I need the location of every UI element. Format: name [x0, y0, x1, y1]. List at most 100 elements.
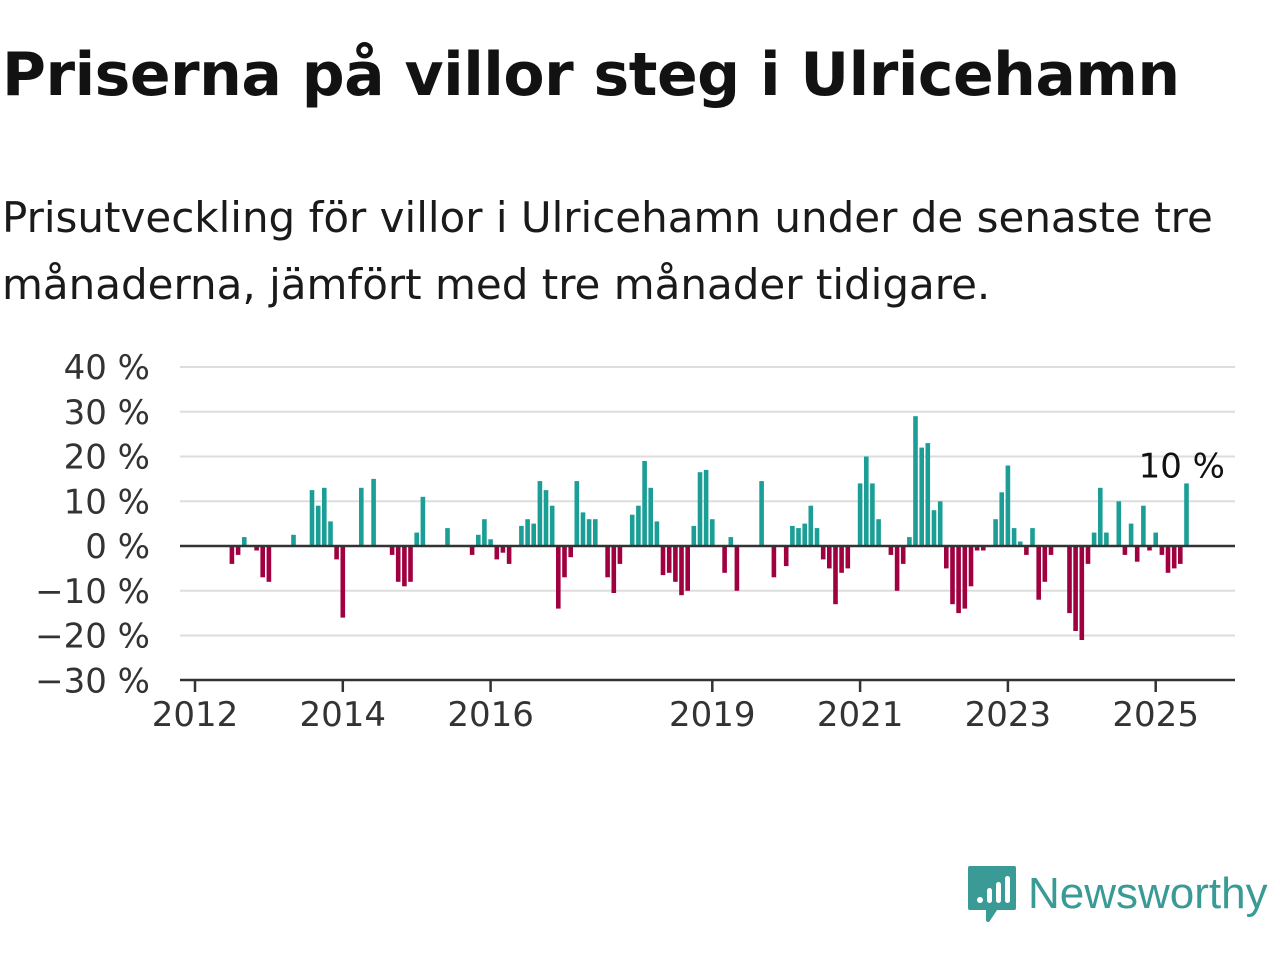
bar	[790, 525, 795, 546]
bar	[469, 546, 475, 555]
bar	[235, 546, 241, 555]
bar	[1042, 546, 1048, 582]
bar	[1005, 465, 1011, 546]
bar	[420, 496, 426, 546]
bar	[1128, 523, 1134, 546]
bar	[1073, 546, 1078, 631]
bar	[1098, 487, 1103, 546]
bar	[703, 469, 709, 546]
x-tick-label: 2016	[447, 695, 534, 735]
bar	[864, 456, 869, 546]
newsworthy-brand: Newsworthy	[966, 864, 1268, 924]
bar	[660, 546, 666, 576]
bar	[328, 521, 333, 546]
bar	[981, 546, 986, 551]
bar	[845, 546, 851, 569]
bar	[1024, 546, 1029, 555]
bar	[322, 487, 327, 546]
bar	[500, 546, 506, 553]
bar	[549, 505, 555, 546]
bar	[870, 483, 875, 546]
bar	[673, 546, 678, 582]
bar	[833, 546, 838, 605]
bar	[1104, 532, 1109, 546]
y-axis-ticks: 40 % 30 % 20 %10 % 0 % −10 % −20 %−30 %	[35, 348, 150, 701]
bar	[814, 528, 820, 546]
bar	[993, 519, 998, 546]
bar	[894, 546, 900, 591]
y-tick-label: 0 %	[85, 527, 150, 567]
bar	[1011, 528, 1017, 546]
bar	[334, 546, 339, 560]
bar	[900, 546, 906, 564]
bar	[956, 546, 961, 614]
gridlines	[180, 366, 1235, 637]
bar	[642, 461, 647, 546]
bar	[260, 546, 265, 578]
bar	[1147, 546, 1152, 551]
bar	[876, 519, 881, 546]
bar	[931, 510, 937, 546]
bar	[482, 519, 487, 546]
bar	[408, 546, 413, 582]
y-tick-label: −20 %	[35, 617, 150, 657]
x-tick-label: 2021	[817, 695, 904, 735]
bar	[1134, 546, 1140, 562]
bar	[919, 447, 924, 546]
x-tick-label: 2019	[669, 695, 756, 735]
x-axis-ticks: 2012 2014 2016 2019 2021 2023 2025	[152, 680, 1199, 735]
bar	[685, 546, 690, 591]
bar	[488, 539, 493, 546]
x-tick-label: 2023	[965, 695, 1052, 735]
bar	[666, 546, 672, 573]
bar	[1165, 546, 1171, 573]
bar	[445, 528, 450, 546]
bar	[519, 525, 524, 546]
newsworthy-logo-icon	[968, 866, 1016, 922]
x-tick-label: 2025	[1112, 695, 1199, 735]
bar	[562, 546, 567, 578]
y-tick-label: 30 %	[64, 393, 150, 433]
bar	[1048, 546, 1054, 555]
bar	[414, 532, 419, 546]
axes	[180, 544, 1235, 682]
bar	[648, 487, 653, 546]
bar	[556, 546, 561, 609]
bar	[999, 492, 1004, 546]
bar	[229, 546, 235, 564]
bar	[1141, 505, 1146, 546]
bar	[254, 546, 259, 551]
bar	[242, 537, 247, 546]
bar	[568, 546, 573, 558]
bar	[1159, 546, 1165, 555]
bars	[229, 416, 1189, 640]
bar	[802, 523, 807, 546]
bar	[1184, 483, 1189, 546]
bar	[629, 514, 635, 546]
bar	[1091, 532, 1097, 546]
bar	[679, 546, 684, 596]
bar	[907, 537, 912, 546]
bar	[1030, 528, 1035, 546]
bar	[937, 501, 943, 547]
bar	[913, 416, 918, 546]
y-tick-label: 10 %	[64, 482, 150, 522]
bar	[1085, 546, 1091, 564]
y-tick-label: 20 %	[64, 438, 150, 478]
x-tick-label: 2012	[152, 695, 239, 735]
bar	[1171, 546, 1177, 569]
bar	[1153, 532, 1158, 546]
y-tick-label: −10 %	[35, 572, 150, 612]
bar	[783, 546, 789, 567]
bar	[537, 481, 543, 546]
bar	[771, 546, 777, 578]
bar	[476, 534, 481, 546]
bar	[636, 505, 641, 546]
last-value-label: 10 %	[1139, 446, 1225, 486]
bar	[266, 546, 272, 582]
bar	[857, 483, 863, 546]
bar	[820, 546, 826, 560]
bar	[925, 443, 931, 546]
bar	[962, 546, 968, 609]
brand-name: Newsworthy	[1028, 869, 1268, 918]
